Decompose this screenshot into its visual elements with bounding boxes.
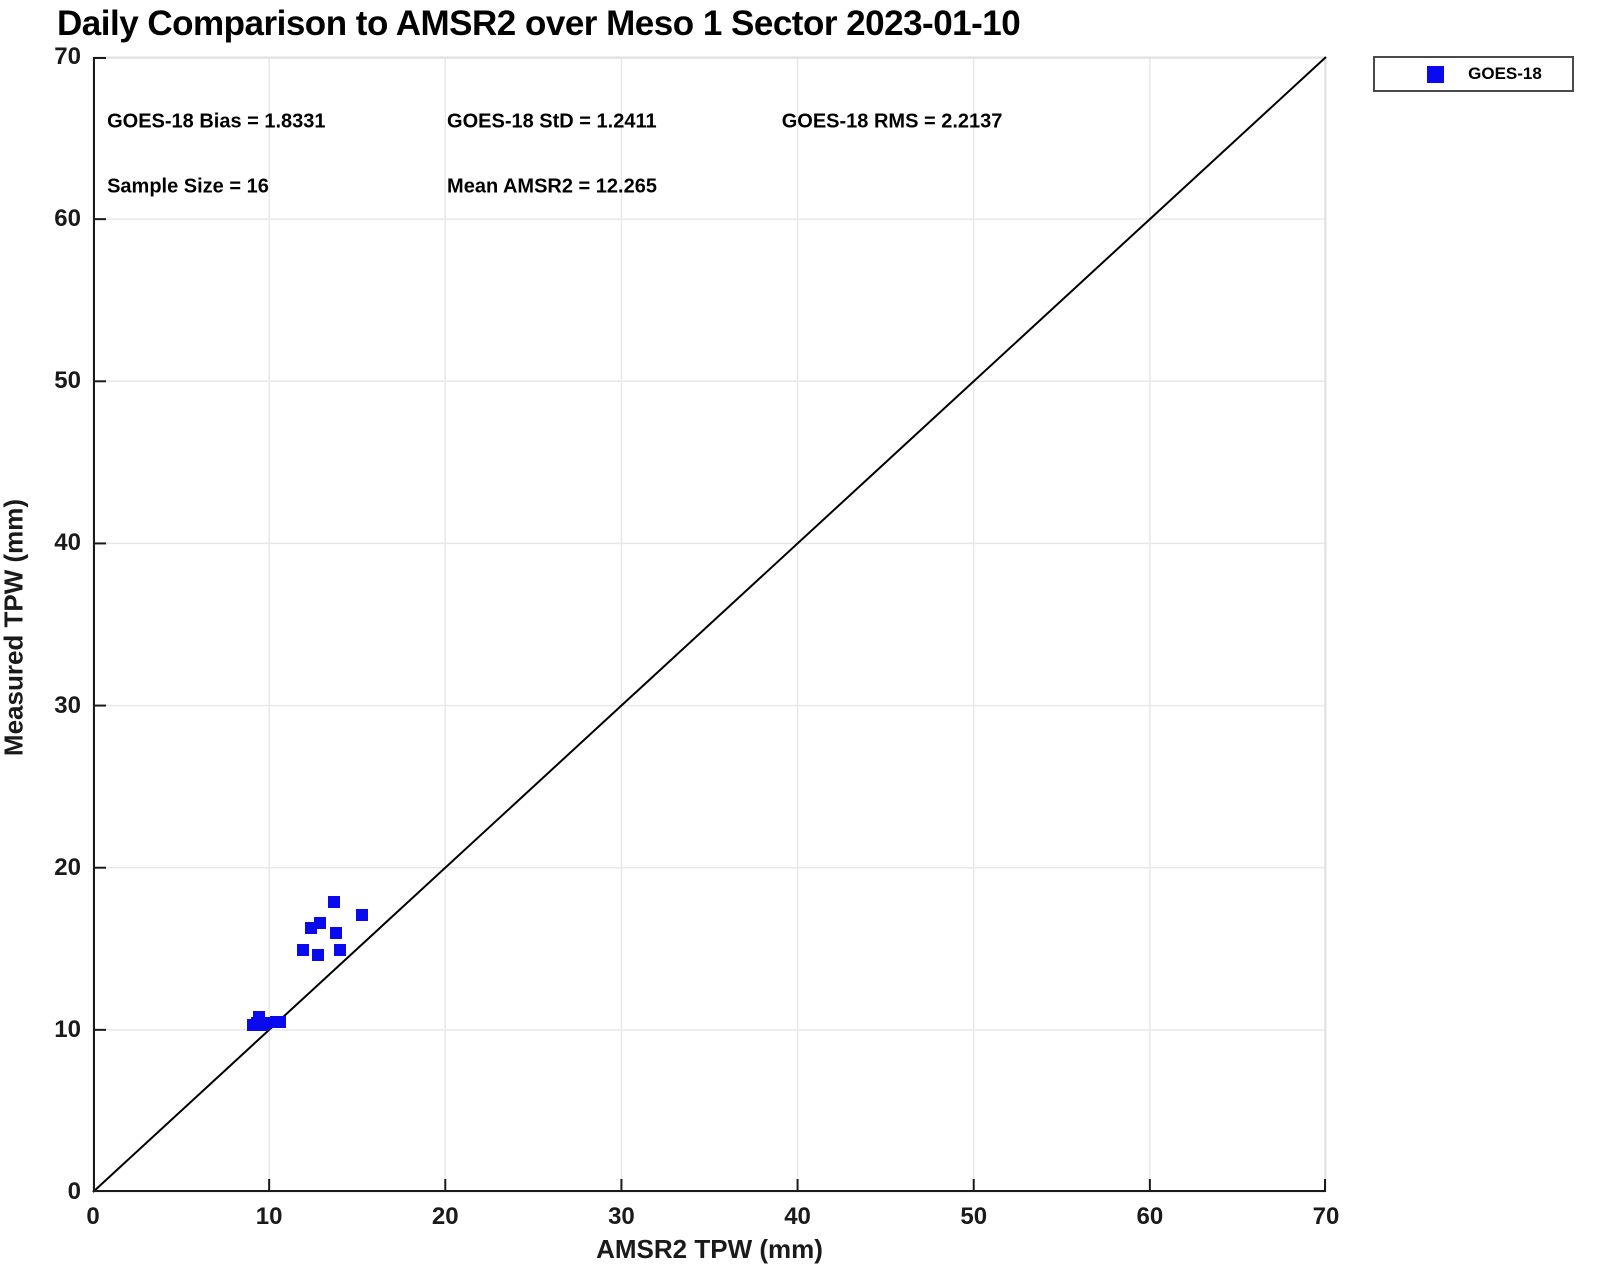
chart-title: Daily Comparison to AMSR2 over Meso 1 Se… [57, 4, 1021, 43]
stat-annotation: GOES-18 StD = 1.2411 [447, 110, 657, 133]
y-tick-label: 60 [54, 205, 81, 233]
y-tick-label: 10 [54, 1015, 81, 1043]
plot-grid-and-lines [92, 56, 1327, 1193]
stat-annotation: Sample Size = 16 [107, 175, 269, 198]
x-tick-label: 30 [608, 1203, 635, 1230]
y-tick-label: 70 [54, 43, 81, 70]
x-tick-label: 0 [86, 1203, 100, 1230]
plot-area: GOES-18 Bias = 1.8331 GOES-18 StD = 1.241… [92, 56, 1327, 1193]
y-tick-label: 50 [54, 367, 81, 395]
y-axis-label: Measured TPW (mm) [0, 498, 29, 757]
legend-square-marker-icon [1427, 65, 1444, 83]
scatter-point [296, 944, 309, 957]
x-tick-label: 20 [431, 1203, 459, 1230]
scatter-point [305, 921, 318, 934]
x-tick-label: 10 [255, 1203, 283, 1230]
scatter-point [356, 908, 369, 921]
stat-annotation: GOES-18 Bias = 1.8331 [107, 110, 326, 133]
legend-box: GOES-18 [1373, 56, 1574, 92]
scatter-point [333, 944, 346, 957]
x-tick-label: 60 [1136, 1203, 1164, 1230]
stat-annotation: Mean AMSR2 = 12.265 [447, 175, 657, 198]
x-tick-label: 40 [784, 1203, 811, 1230]
scatter-point [312, 949, 325, 962]
stat-annotation: GOES-18 RMS = 2.2137 [781, 110, 1003, 133]
x-axis-label: AMSR2 TPW (mm) [596, 1234, 823, 1264]
y-tick-label: 30 [54, 691, 81, 719]
y-tick-label: 20 [54, 853, 81, 881]
x-tick-label: 50 [960, 1203, 988, 1230]
x-tick-label: 70 [1312, 1203, 1340, 1230]
scatter-point [273, 1015, 286, 1028]
y-tick-label: 0 [67, 1178, 81, 1205]
scatter-point [328, 895, 341, 908]
y-tick-label: 40 [54, 529, 81, 557]
legend-series-label: GOES-18 [1468, 64, 1542, 83]
scatter-point [256, 1018, 269, 1031]
scatter-point [330, 926, 343, 939]
